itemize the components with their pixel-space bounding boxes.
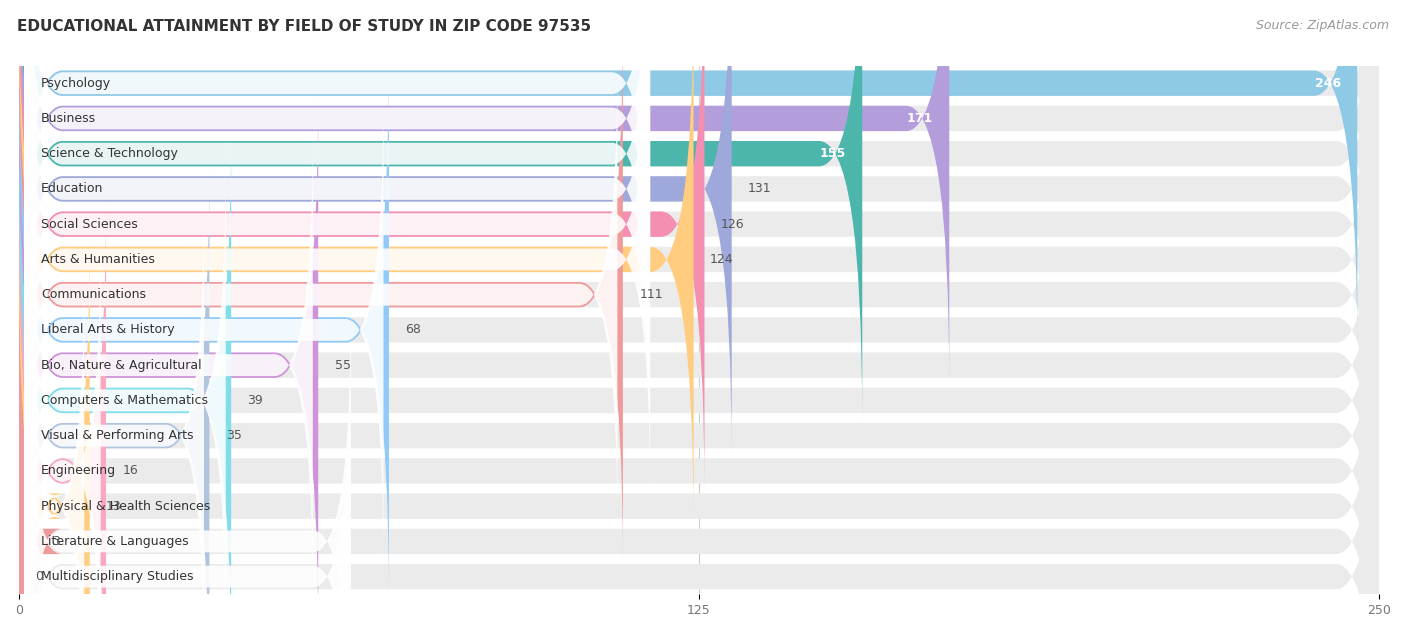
Text: 68: 68: [405, 324, 422, 336]
FancyBboxPatch shape: [20, 0, 731, 458]
FancyBboxPatch shape: [24, 200, 204, 632]
FancyBboxPatch shape: [20, 131, 1379, 632]
Text: 246: 246: [1315, 76, 1341, 90]
FancyBboxPatch shape: [20, 237, 90, 632]
Text: Psychology: Psychology: [41, 76, 111, 90]
FancyBboxPatch shape: [20, 0, 1379, 529]
FancyBboxPatch shape: [24, 23, 650, 495]
FancyBboxPatch shape: [24, 235, 101, 632]
Text: Liberal Arts & History: Liberal Arts & History: [41, 324, 174, 336]
FancyBboxPatch shape: [20, 61, 389, 599]
Text: 39: 39: [247, 394, 263, 407]
FancyBboxPatch shape: [20, 25, 1379, 564]
FancyBboxPatch shape: [20, 0, 949, 387]
FancyBboxPatch shape: [20, 96, 1379, 632]
Text: 55: 55: [335, 359, 350, 372]
Text: 124: 124: [710, 253, 734, 266]
Text: Physical & Health Sciences: Physical & Health Sciences: [41, 500, 209, 513]
FancyBboxPatch shape: [24, 270, 84, 632]
Text: 111: 111: [640, 288, 662, 301]
Text: 171: 171: [907, 112, 934, 125]
FancyBboxPatch shape: [24, 130, 312, 601]
FancyBboxPatch shape: [0, 272, 62, 632]
Text: Visual & Performing Arts: Visual & Performing Arts: [41, 429, 193, 442]
Text: Computers & Mathematics: Computers & Mathematics: [41, 394, 208, 407]
FancyBboxPatch shape: [24, 0, 650, 389]
Text: Bio, Nature & Agricultural: Bio, Nature & Agricultural: [41, 359, 201, 372]
FancyBboxPatch shape: [24, 0, 650, 319]
FancyBboxPatch shape: [20, 0, 1379, 387]
FancyBboxPatch shape: [24, 341, 351, 632]
FancyBboxPatch shape: [24, 0, 650, 460]
Text: EDUCATIONAL ATTAINMENT BY FIELD OF STUDY IN ZIP CODE 97535: EDUCATIONAL ATTAINMENT BY FIELD OF STUDY…: [17, 19, 591, 34]
FancyBboxPatch shape: [20, 202, 1379, 632]
FancyBboxPatch shape: [24, 164, 226, 632]
Text: Multidisciplinary Studies: Multidisciplinary Studies: [41, 570, 193, 583]
Text: Literature & Languages: Literature & Languages: [41, 535, 188, 548]
Text: Science & Technology: Science & Technology: [41, 147, 177, 160]
Text: Social Sciences: Social Sciences: [41, 217, 138, 231]
FancyBboxPatch shape: [24, 306, 351, 632]
Text: 0: 0: [35, 570, 44, 583]
Text: Communications: Communications: [41, 288, 146, 301]
Text: 131: 131: [748, 183, 772, 195]
FancyBboxPatch shape: [20, 166, 209, 632]
Text: Source: ZipAtlas.com: Source: ZipAtlas.com: [1256, 19, 1389, 32]
Text: Education: Education: [41, 183, 103, 195]
FancyBboxPatch shape: [20, 307, 1379, 632]
Text: 16: 16: [122, 465, 138, 477]
FancyBboxPatch shape: [24, 94, 384, 566]
FancyBboxPatch shape: [20, 61, 1379, 599]
FancyBboxPatch shape: [20, 0, 1379, 458]
Text: 155: 155: [820, 147, 846, 160]
FancyBboxPatch shape: [20, 25, 623, 564]
FancyBboxPatch shape: [20, 0, 1357, 353]
FancyBboxPatch shape: [24, 0, 650, 425]
FancyBboxPatch shape: [20, 166, 1379, 632]
FancyBboxPatch shape: [20, 0, 1379, 423]
FancyBboxPatch shape: [20, 272, 1379, 632]
FancyBboxPatch shape: [20, 0, 1379, 494]
FancyBboxPatch shape: [20, 202, 105, 632]
FancyBboxPatch shape: [20, 0, 862, 423]
Text: 13: 13: [105, 500, 122, 513]
Text: Engineering: Engineering: [41, 465, 115, 477]
Text: Business: Business: [41, 112, 96, 125]
FancyBboxPatch shape: [20, 0, 1379, 353]
FancyBboxPatch shape: [20, 237, 1379, 632]
FancyBboxPatch shape: [24, 0, 650, 355]
Text: 3: 3: [52, 535, 59, 548]
FancyBboxPatch shape: [20, 0, 704, 494]
Text: Arts & Humanities: Arts & Humanities: [41, 253, 155, 266]
FancyBboxPatch shape: [20, 131, 231, 632]
FancyBboxPatch shape: [20, 0, 693, 529]
Text: 126: 126: [721, 217, 744, 231]
Text: 35: 35: [226, 429, 242, 442]
FancyBboxPatch shape: [20, 96, 318, 632]
FancyBboxPatch shape: [24, 59, 617, 530]
